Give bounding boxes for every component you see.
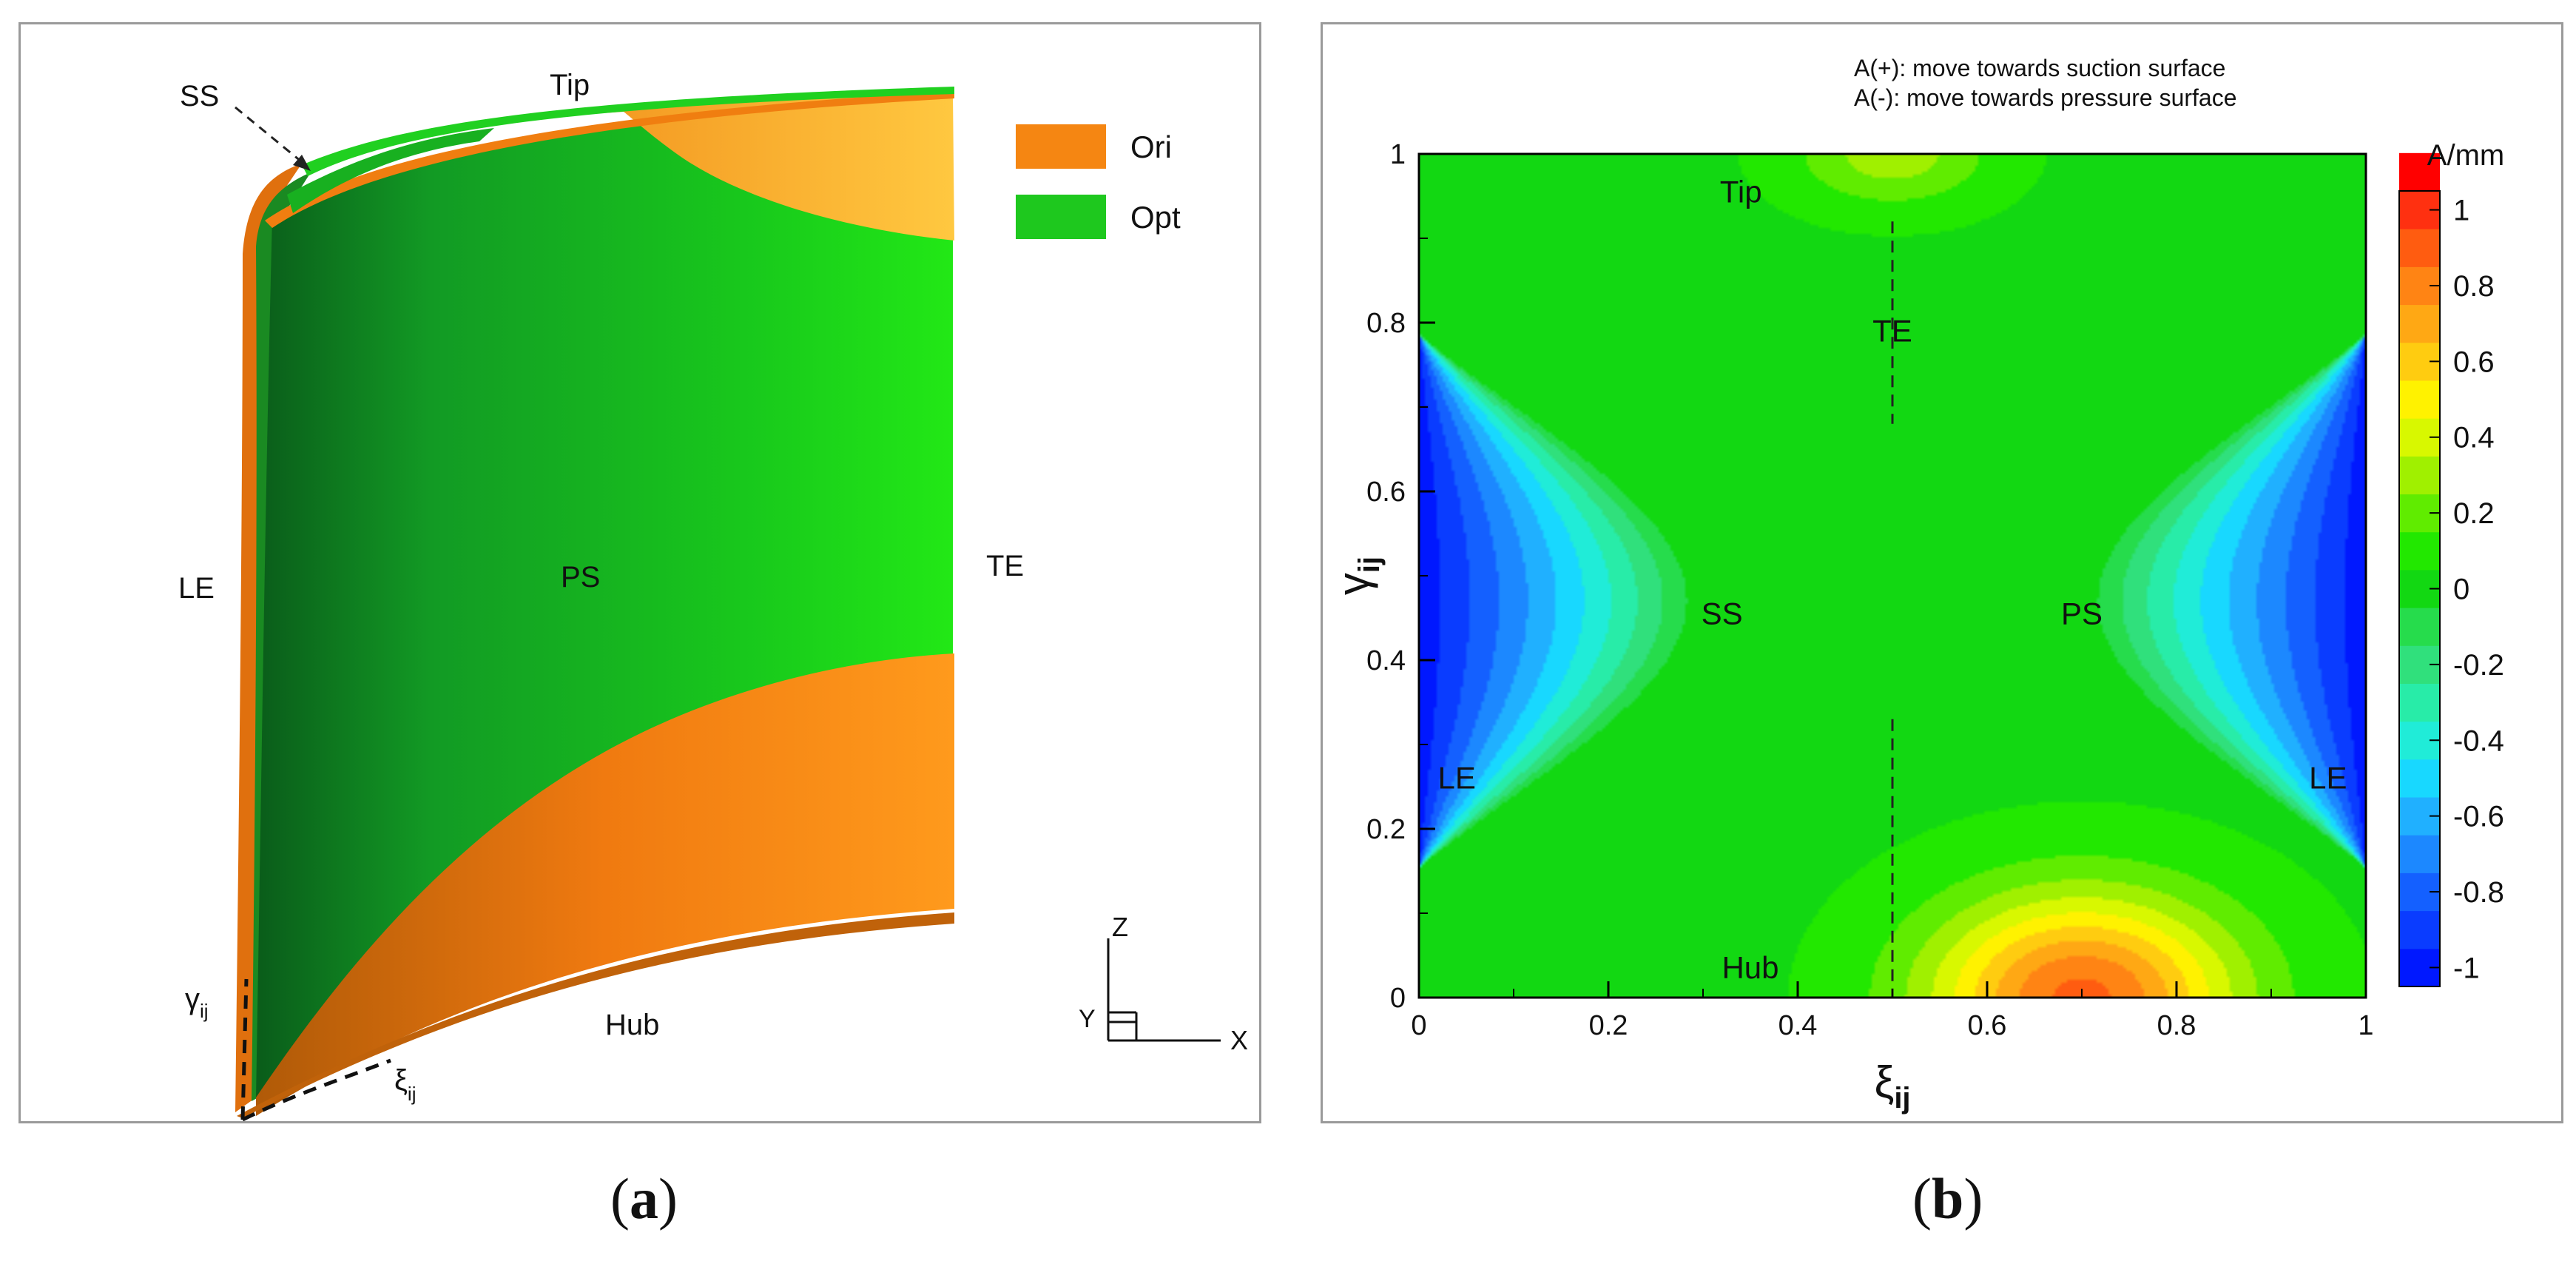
label-hub: Hub	[605, 1009, 659, 1041]
colorbar-band	[2399, 380, 2440, 419]
colorbar-tick-label: -0.2	[2453, 649, 2504, 682]
tip-top-line	[302, 87, 954, 176]
colorbar-tick-label: 0.8	[2453, 270, 2495, 303]
triad-y: Y	[1079, 1005, 1096, 1033]
blade-illustration: SS Tip LE PS TE Hub γij ξij Ori Opt Z Y …	[178, 69, 1248, 1121]
axis-triad	[1107, 938, 1221, 1042]
colorbar-tick-label: 0.4	[2453, 422, 2495, 454]
colorbar-tick-label: -0.4	[2453, 725, 2504, 757]
label-te: TE	[986, 550, 1024, 582]
panel-a-blade-3d: SS Tip LE PS TE Hub γij ξij Ori Opt Z Y …	[18, 22, 1261, 1123]
legend-swatch-opt	[1016, 195, 1106, 239]
contour-chart: Tip TE SS PS LE LE Hub 0 0.2 0.4 0.6 0.8 1 0 0.2 0.4 0.6…	[1329, 55, 2504, 1115]
label-le: LE	[178, 572, 215, 605]
x-tick-label: 0	[1411, 1010, 1426, 1041]
x-axis-label: ξij	[1874, 1058, 1910, 1115]
colorbar-band	[2399, 608, 2440, 646]
legend-label-ori: Ori	[1130, 130, 1172, 164]
label-xi: ξij	[394, 1064, 416, 1105]
label-tip: Tip	[550, 69, 590, 101]
ori-tip-region	[494, 95, 954, 241]
colorbar-tick-label: 1	[2453, 195, 2469, 227]
colorbar-tick-label: 0.6	[2453, 346, 2495, 378]
colorbar-band	[2399, 152, 2440, 192]
colorbar-band	[2399, 456, 2440, 495]
y-tick-label: 1	[1390, 139, 1406, 170]
label-gamma: γij	[185, 983, 209, 1022]
y-tick-label: 0	[1390, 983, 1406, 1014]
x-tick-label: 0.4	[1778, 1010, 1818, 1041]
legend-label-opt: Opt	[1130, 200, 1181, 235]
note-line-1: A(+): move towards suction surface	[1854, 55, 2225, 81]
annotation-ps-3: PS	[2061, 596, 2103, 631]
colorbar-tick-label: -0.8	[2453, 876, 2504, 909]
colorbar-band	[2399, 759, 2440, 798]
x-tick-label: 0.6	[1968, 1010, 2007, 1041]
x-tick-label: 1	[2358, 1010, 2373, 1041]
le-strip-ori	[235, 164, 302, 1112]
colorbar-tick-label: -1	[2453, 952, 2480, 984]
y-tick-label: 0.4	[1366, 645, 1406, 676]
y-axis-label: γij	[1329, 557, 1386, 595]
colorbar-band	[2399, 531, 2440, 571]
colorbar-band	[2399, 229, 2440, 267]
colorbar-tick-label: 0	[2453, 574, 2469, 606]
annotation-le-5: LE	[2309, 761, 2347, 796]
note-line-2: A(-): move towards pressure surface	[1854, 84, 2237, 111]
colorbar-title: A/mm	[2427, 139, 2504, 172]
annotation-ss-2: SS	[1702, 596, 1743, 631]
colorbar-band	[2399, 683, 2440, 722]
y-tick-label: 0.2	[1366, 814, 1406, 845]
triad-z: Z	[1112, 912, 1128, 942]
annotation-te-1: TE	[1872, 313, 1912, 348]
colorbar-tick-label: 0.2	[2453, 497, 2495, 530]
panel-b-contour-chart: Tip TE SS PS LE LE Hub 0 0.2 0.4 0.6 0.8 1 0 0.2 0.4 0.6…	[1321, 22, 2563, 1123]
annotation-tip-0: Tip	[1720, 174, 1762, 209]
colorbar-tick-label: -0.6	[2453, 801, 2504, 833]
caption-a: (a)	[610, 1166, 678, 1231]
annotation-hub-6: Hub	[1722, 950, 1778, 985]
caption-b: (b)	[1912, 1166, 1983, 1231]
triad-x: X	[1230, 1025, 1248, 1055]
label-ss: SS	[180, 80, 219, 112]
tip-rim-opt	[287, 128, 494, 213]
colorbar-band	[2399, 835, 2440, 873]
legend-swatch-ori	[1016, 124, 1106, 169]
annotation-le-4: LE	[1438, 761, 1476, 796]
colorbar-band	[2399, 304, 2440, 343]
x-tick-label: 0.2	[1589, 1010, 1628, 1041]
x-tick-label: 0.8	[2157, 1010, 2196, 1041]
colorbar-band	[2399, 910, 2440, 949]
y-tick-label: 0.8	[1366, 308, 1406, 339]
ori-hub-region	[256, 653, 954, 1116]
legend: Ori Opt	[1016, 124, 1181, 239]
y-tick-label: 0.6	[1366, 477, 1406, 508]
label-ps: PS	[561, 561, 600, 594]
